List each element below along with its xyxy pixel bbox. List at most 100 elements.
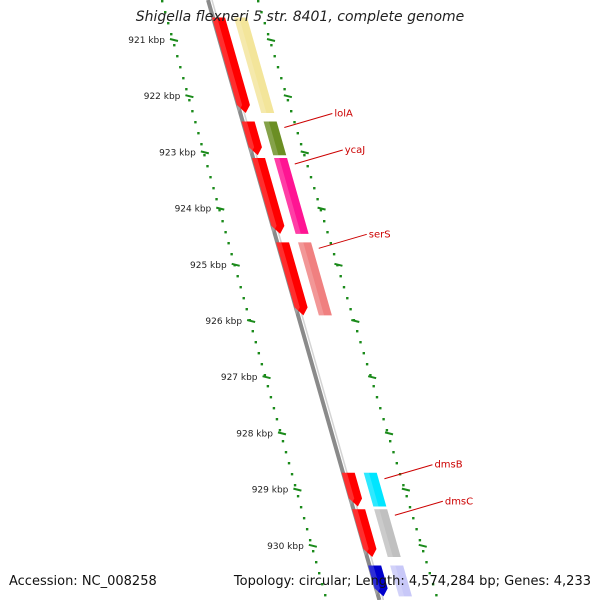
- ruler-dot: [365, 363, 369, 366]
- ruler-dot: [415, 528, 418, 531]
- cds-arrow[interactable]: [341, 472, 363, 507]
- ruler-dot: [290, 110, 293, 113]
- ruler-dot: [284, 451, 288, 454]
- ruler-dot: [313, 187, 316, 190]
- topology-text: Topology: circular; Length: 4,574,284 bp…: [233, 574, 591, 589]
- ruler-dot: [323, 220, 326, 223]
- ruler-dot: [176, 55, 179, 58]
- kbp-tick-outer: [283, 94, 293, 99]
- cds-arrow[interactable]: [241, 121, 262, 156]
- feature-sheen: [368, 565, 380, 597]
- gene-block[interactable]: [233, 17, 275, 114]
- ruler-dot: [425, 561, 428, 564]
- feature-sheen: [374, 509, 393, 558]
- feature-sheen: [252, 158, 277, 234]
- ruler-dot: [167, 22, 170, 25]
- ruler-dot: [418, 539, 422, 542]
- kbp-tick: [293, 487, 302, 492]
- cds-arrow[interactable]: [352, 509, 377, 558]
- kbp-tick: [277, 431, 287, 436]
- ruler-dot: [428, 572, 431, 575]
- ruler-dot: [302, 517, 306, 520]
- ruler-dot: [385, 429, 389, 432]
- ruler-dot: [203, 154, 206, 157]
- gene-features: [211, 17, 412, 597]
- kbp-tick-label: 925 kbp: [190, 261, 227, 271]
- kbp-tick-label: 929 kbp: [252, 486, 289, 496]
- ruler-dot: [266, 385, 270, 388]
- ruler-dot: [215, 198, 218, 201]
- ruler-dot: [224, 231, 227, 234]
- ruler-dot: [260, 363, 264, 366]
- ruler-dot: [329, 242, 332, 245]
- gene-block[interactable]: [263, 121, 287, 156]
- ruler-dot: [236, 275, 239, 278]
- kbp-tick-label: 923 kbp: [159, 148, 196, 158]
- feature-sheen: [263, 121, 279, 156]
- feature-sheen: [241, 121, 255, 156]
- gene-block[interactable]: [374, 509, 401, 558]
- kbp-tick-outer: [334, 262, 343, 267]
- ruler-dot: [197, 132, 200, 135]
- ruler-dot: [260, 11, 263, 14]
- cds-arrow[interactable]: [368, 565, 388, 597]
- kbp-tick-label: 930 kbp: [267, 542, 304, 552]
- feature-sheen: [298, 242, 325, 316]
- ruler-dot: [200, 143, 203, 146]
- ruler-dot: [321, 583, 324, 586]
- ruler-dot: [206, 165, 209, 168]
- gene-block[interactable]: [274, 158, 309, 234]
- gene-label-leader: [294, 149, 343, 165]
- cds-arrow[interactable]: [211, 17, 250, 114]
- ruler-dot: [422, 550, 425, 553]
- gene-label[interactable]: serS: [369, 229, 391, 240]
- gene-block[interactable]: [363, 472, 387, 507]
- ruler-dot: [326, 231, 329, 234]
- ruler-dot: [263, 22, 266, 25]
- gene-label[interactable]: ycaJ: [345, 145, 366, 156]
- ruler-dot: [239, 286, 242, 289]
- ruler-dot: [194, 121, 197, 124]
- ruler-dot: [299, 506, 303, 509]
- ruler-dot: [309, 176, 313, 179]
- ruler-dot: [182, 77, 185, 80]
- ruler-dot: [170, 33, 173, 36]
- ruler-dot: [164, 11, 167, 14]
- ruler-dot: [270, 44, 273, 47]
- cds-arrow[interactable]: [276, 242, 308, 316]
- ruler-dot: [319, 209, 323, 212]
- ruler-dot: [379, 407, 382, 410]
- ruler-dot: [299, 143, 303, 146]
- feature-sheen: [341, 472, 355, 507]
- ruler-dot: [293, 121, 296, 124]
- ruler-dot: [311, 550, 315, 553]
- kbp-tick: [246, 319, 256, 323]
- gene-label[interactable]: dmsC: [445, 496, 473, 507]
- ruler-dot: [375, 396, 379, 399]
- ruler-dot: [293, 484, 297, 487]
- ruler-dot: [296, 495, 300, 498]
- feature-sheen: [274, 158, 301, 234]
- ruler-dot: [308, 539, 312, 542]
- gene-label[interactable]: dmsB: [434, 460, 462, 471]
- gene-label[interactable]: lolA: [334, 108, 353, 119]
- ruler-dot: [305, 528, 309, 531]
- ruler-dot: [276, 66, 280, 69]
- ruler-dot: [435, 594, 438, 597]
- feature-sheen: [352, 509, 369, 558]
- ruler-dot: [227, 242, 230, 245]
- kbp-tick-outer: [317, 206, 326, 211]
- ruler-dot: [395, 462, 398, 465]
- ruler-dot: [389, 440, 392, 443]
- gene-block[interactable]: [298, 242, 332, 316]
- kbp-tick: [308, 543, 318, 548]
- ruler-dot: [273, 55, 276, 58]
- gene-block[interactable]: [390, 565, 412, 597]
- ruler-dot: [296, 132, 299, 135]
- ruler-dot: [342, 286, 346, 289]
- cds-arrow[interactable]: [252, 158, 285, 234]
- ruler-dot: [408, 506, 412, 509]
- ruler-dot: [218, 209, 221, 212]
- ruler-dot: [412, 517, 415, 520]
